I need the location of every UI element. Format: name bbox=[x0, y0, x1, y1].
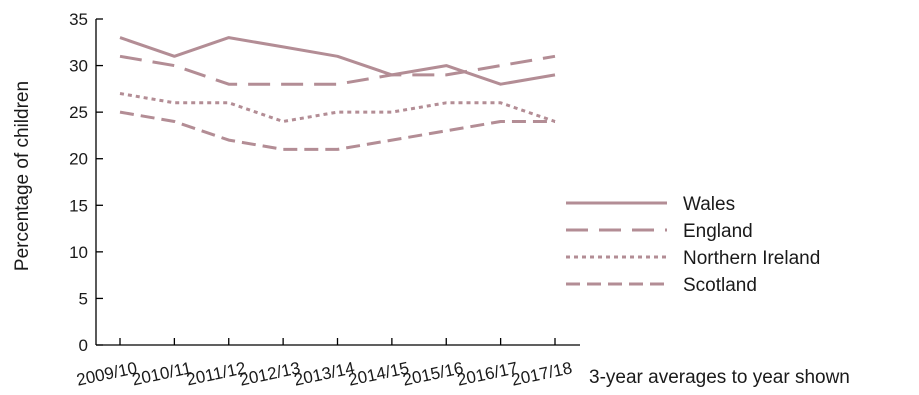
legend: Wales England Northern Ireland Scotland bbox=[566, 194, 820, 296]
y-tick-label: 0 bbox=[79, 336, 88, 355]
x-tick-label: 2010/11 bbox=[130, 358, 193, 389]
series-line-england bbox=[119, 54, 556, 86]
y-tick-label: 20 bbox=[69, 150, 88, 169]
series-line-wales bbox=[119, 36, 556, 86]
legend-label: Scotland bbox=[683, 275, 757, 296]
legend-label: England bbox=[683, 221, 753, 242]
x-axis-title: 3-year averages to year shown bbox=[589, 367, 850, 388]
y-tick-label: 10 bbox=[69, 243, 88, 262]
legend-label: Wales bbox=[683, 194, 735, 215]
plot-lines bbox=[119, 36, 556, 151]
x-tick-label: 2009/10 bbox=[75, 358, 139, 389]
y-tick-label: 35 bbox=[69, 10, 88, 29]
series-line-northern-ireland bbox=[119, 92, 556, 123]
y-tick-label: 15 bbox=[69, 196, 88, 215]
x-tick-label: 2017/18 bbox=[510, 358, 574, 389]
legend-label: Northern Ireland bbox=[683, 248, 820, 269]
y-axis-title: Percentage of children bbox=[12, 81, 33, 271]
x-axis: 2009/102010/112011/122012/132013/142014/… bbox=[75, 338, 580, 390]
series-line-scotland bbox=[119, 110, 555, 151]
y-tick-label: 25 bbox=[69, 103, 88, 122]
y-tick-label: 30 bbox=[69, 57, 88, 76]
y-axis: 0 5 10 15 20 25 30 35 bbox=[69, 10, 103, 355]
y-tick-label: 5 bbox=[79, 289, 88, 308]
